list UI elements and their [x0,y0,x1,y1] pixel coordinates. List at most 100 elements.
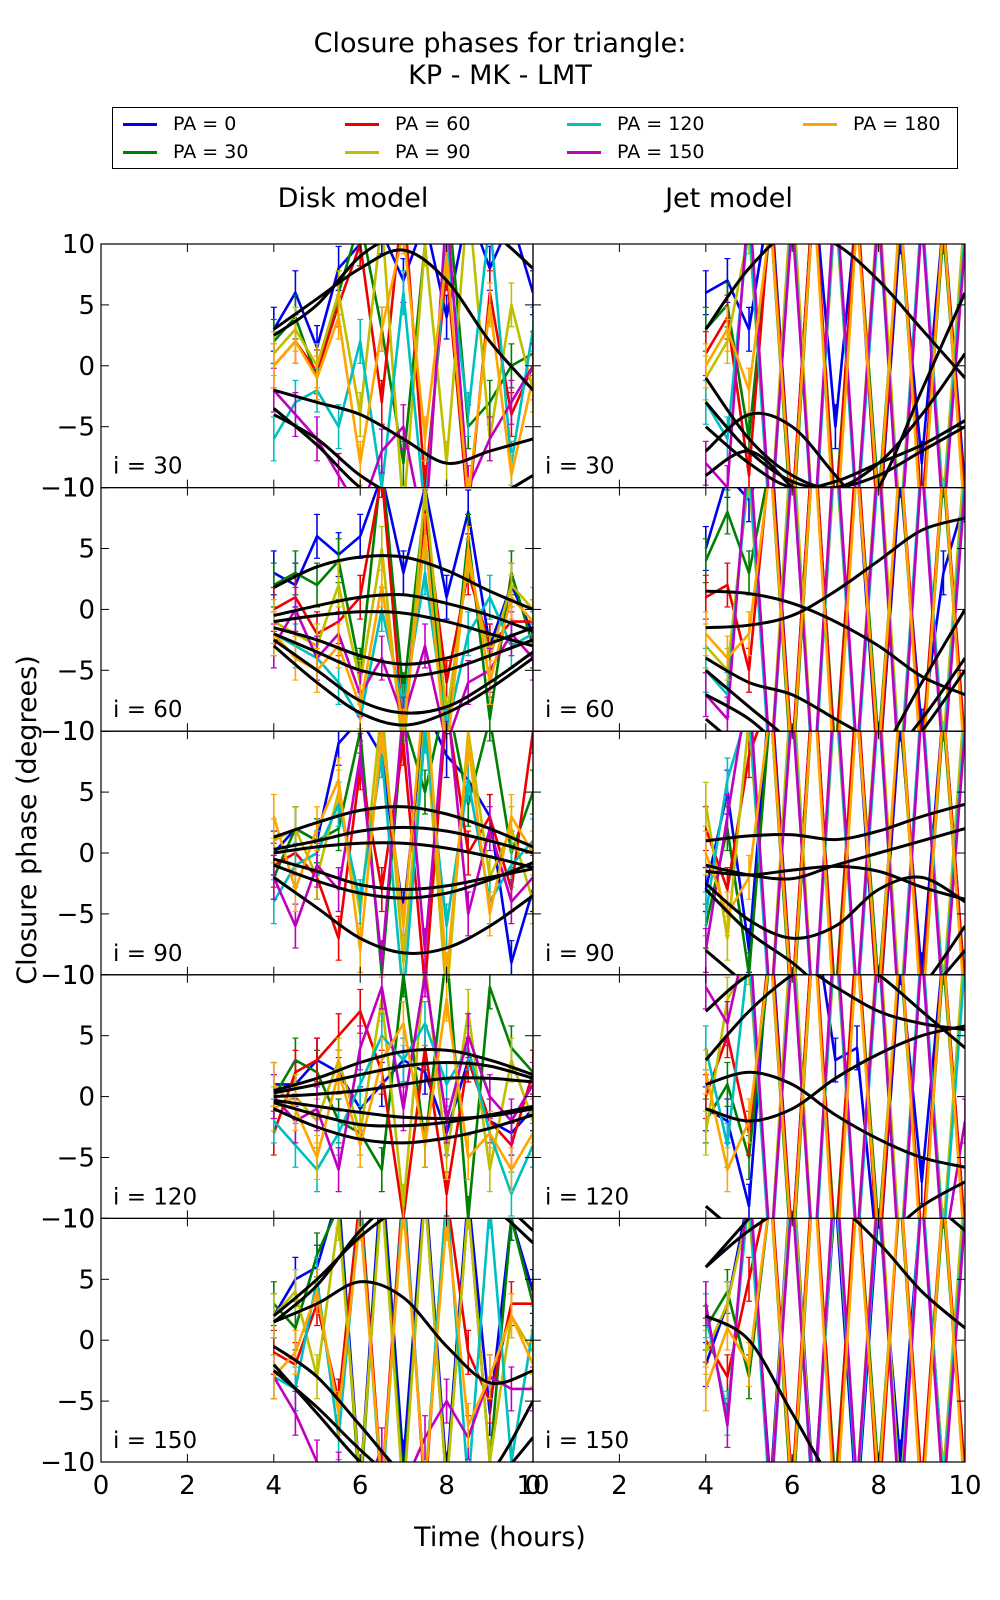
y-tick-label: −5 [57,1387,95,1417]
column-title-jet-model: Jet model [665,183,793,214]
model-curve-jet-60-3 [705,656,861,732]
model-curve-disk-150-4 [272,1345,533,1463]
y-tick-label: 5 [78,535,95,565]
model-curve-disk-120-1 [273,1048,533,1092]
y-tick-label: 0 [78,1083,95,1113]
panel-label-jet-90: i = 90 [545,941,615,967]
panel-jet-150 [702,1218,965,1463]
x-axis-label: Time (hours) [414,1522,586,1553]
y-tick-label: 5 [78,778,95,808]
model-curve-jet-120-3 [705,1024,965,1123]
model-curve-jet-30-3 [704,419,965,488]
model-curve-disk-30-5 [272,407,533,488]
y-tick-label: 0 [78,352,95,382]
model-curve-disk-60-3 [273,610,533,648]
model-curve-disk-90-3 [273,841,533,870]
model-curve-jet-30-5 [704,411,848,488]
y-tick-label: 5 [78,1265,95,1295]
chart-title-line-1: Closure phases for triangle: [313,28,687,59]
model-curve-jet-60-4 [705,657,965,732]
panel-frame-jet-60 [532,487,966,732]
y-tick-label: 5 [78,1022,95,1052]
model-curve-jet-60-5 [704,608,965,732]
panel-label-jet-60: i = 60 [545,697,615,723]
y-tick-label: −5 [57,900,95,930]
panel-label-jet-150: i = 150 [545,1428,629,1454]
model-curve-disk-90-4 [273,857,533,892]
legend-item-pa-60: PA = 60 [345,110,470,138]
model-curve-disk-90-2 [273,825,533,855]
legend-swatch-pa-30 [123,150,157,154]
y-tick-label: −10 [40,474,95,504]
legend-item-pa-90: PA = 90 [345,138,470,166]
x-tick-label: 6 [784,1471,801,1501]
panel-label-disk-30: i = 30 [113,454,183,480]
panel-label-disk-150: i = 150 [113,1428,197,1454]
x-tick-label: 4 [698,1471,715,1501]
x-tick-label: 0 [93,1471,110,1501]
x-tick-label: 8 [438,1471,455,1501]
legend-item-pa-180: PA = 180 [803,110,941,138]
y-tick-label: −10 [40,1448,95,1478]
y-tick-label: −10 [40,1204,95,1234]
model-curve-jet-30-6 [704,292,965,488]
legend-swatch-pa-60 [345,122,379,126]
panel-label-jet-120: i = 120 [545,1184,629,1210]
model-curve-disk-120-6 [273,1107,533,1145]
legend-label-pa-60: PA = 60 [395,113,471,135]
panel-disk-150 [270,1218,533,1463]
legend-swatch-pa-180 [803,122,837,126]
panel-jet-60 [702,487,965,732]
y-tick-label: 5 [78,291,95,321]
y-tick-label: 10 [62,961,95,991]
model-curve-disk-60-6 [272,638,533,715]
legend: PA = 0 PA = 30 PA = 60 PA = 90 PA = 120 … [112,107,958,169]
model-curve-disk-60-4 [273,626,533,666]
model-curve-jet-90-4 [704,875,965,940]
panel-jet-120 [702,974,965,1219]
model-curve-jet-120-2 [705,1070,965,1169]
panel-disk-120 [270,974,533,1219]
x-tick-label: 0 [525,1471,542,1501]
y-tick-label: −10 [40,717,95,747]
legend-swatch-pa-90 [345,150,379,154]
x-tick-label: 10 [948,1471,981,1501]
x-tick-label: 2 [611,1471,628,1501]
y-tick-label: 10 [62,474,95,504]
y-tick-label: 10 [62,1204,95,1234]
panel-disk-30 [270,244,533,488]
y-axis-label: Closure phase (degrees) [12,655,43,985]
y-tick-label: 0 [78,1326,95,1356]
legend-swatch-pa-120 [567,122,601,126]
legend-item-pa-150: PA = 150 [567,138,705,166]
model-curve-disk-30-2 [272,244,533,337]
panel-disk-90 [270,731,533,975]
model-curve-disk-30-4 [273,413,533,488]
model-curve-disk-30-1 [272,248,533,392]
model-curve-disk-90-6 [272,876,533,955]
model-curve-disk-120-2 [273,1060,533,1095]
x-tick-label: 10 [516,1471,549,1501]
model-curve-jet-60-1 [705,516,965,630]
legend-label-pa-120: PA = 120 [617,113,705,135]
legend-item-pa-30: PA = 30 [123,138,248,166]
model-curve-disk-90-5 [273,861,533,900]
model-curve-disk-120-5 [273,1101,533,1128]
legend-item-pa-0: PA = 0 [123,110,236,138]
model-curve-jet-120-4 [704,974,965,1062]
model-curve-disk-60-2 [273,593,533,633]
model-curve-disk-60-7 [272,644,533,727]
panel-jet-30 [702,244,965,488]
panel-label-jet-30: i = 30 [545,454,615,480]
legend-label-pa-180: PA = 180 [853,113,941,135]
model-curve-disk-60-1 [273,554,533,611]
model-curve-disk-150-3 [273,1280,533,1386]
model-curve-jet-60-2 [705,589,965,697]
model-curve-disk-90-1 [273,805,533,849]
y-tick-label: 10 [62,717,95,747]
legend-label-pa-30: PA = 30 [173,141,249,163]
y-tick-label: −10 [40,961,95,991]
model-curve-jet-120-5 [704,1180,965,1219]
model-curve-disk-60-5 [273,632,533,678]
model-curve-disk-150-1 [272,1218,533,1317]
